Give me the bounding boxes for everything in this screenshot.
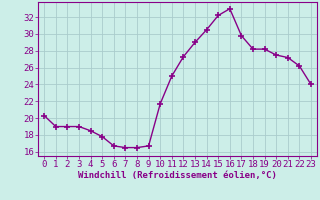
X-axis label: Windchill (Refroidissement éolien,°C): Windchill (Refroidissement éolien,°C) xyxy=(78,171,277,180)
